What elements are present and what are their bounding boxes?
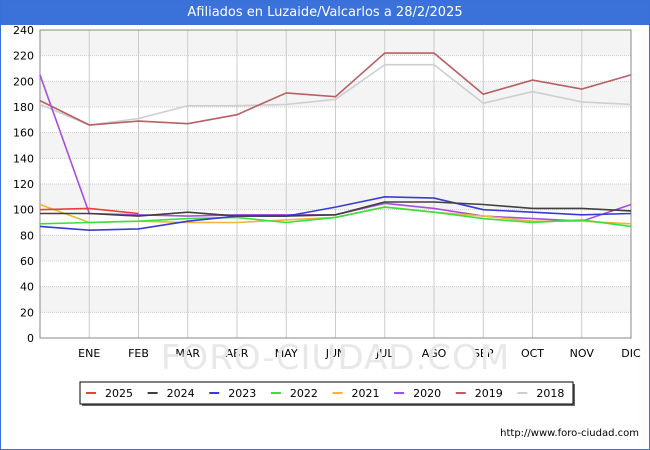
y-tick-label: 60 — [20, 255, 34, 268]
y-tick-label: 20 — [20, 306, 34, 319]
x-tick-label: ENE — [78, 347, 100, 360]
x-tick-label: AGO — [422, 347, 447, 360]
series-line-2022 — [39, 206, 632, 228]
x-tick-label: FEB — [128, 347, 149, 360]
x-tick-label: OCT — [521, 347, 544, 360]
watermark: FORO-CIUDAD.COM — [161, 338, 510, 378]
series-line-2024 — [40, 201, 632, 217]
y-tick-label: 160 — [13, 127, 34, 140]
y-tick-label: 220 — [13, 50, 34, 63]
chart-title: Afiliados en Luzaide/Valcarlos a 28/2/20… — [1, 1, 649, 25]
legend-label-2021: 2021 — [352, 387, 380, 400]
legend-label-2019: 2019 — [475, 387, 503, 400]
x-tick-label: MAR — [175, 347, 200, 360]
x-tick-label: JUL — [375, 347, 394, 360]
legend-label-2024: 2024 — [167, 387, 195, 400]
y-tick-label: 180 — [13, 101, 34, 114]
source-url[interactable]: http://www.foro-ciudad.com — [500, 428, 639, 439]
legend-label-2022: 2022 — [290, 387, 318, 400]
x-tick-label: ABR — [226, 347, 249, 360]
x-tick-label: NOV — [570, 347, 595, 360]
y-tick-label: 0 — [27, 332, 34, 345]
legend-label-2023: 2023 — [228, 387, 256, 400]
series-line-2023 — [39, 195, 632, 232]
legend-label-2018: 2018 — [536, 387, 564, 400]
y-tick-label: 80 — [20, 229, 34, 242]
y-tick-label: 40 — [20, 281, 34, 294]
y-tick-label: 200 — [13, 75, 34, 88]
x-tick-label: SEP — [473, 347, 494, 360]
y-tick-label: 100 — [13, 204, 34, 217]
y-tick-label: 140 — [13, 152, 34, 165]
x-tick-label: MAY — [275, 347, 298, 360]
series-line-2019 — [39, 52, 632, 126]
series-line-2018 — [39, 63, 632, 126]
legend-label-2025: 2025 — [105, 387, 133, 400]
y-tick-label: 120 — [13, 178, 34, 191]
plot-border — [39, 29, 632, 339]
y-tick-label: 240 — [13, 24, 34, 37]
legend-label-2020: 2020 — [413, 387, 441, 400]
series-line-2025 — [39, 207, 139, 215]
x-tick-label: DIC — [621, 347, 641, 360]
x-tick-label: JUN — [325, 347, 346, 360]
legend-box — [79, 381, 574, 405]
